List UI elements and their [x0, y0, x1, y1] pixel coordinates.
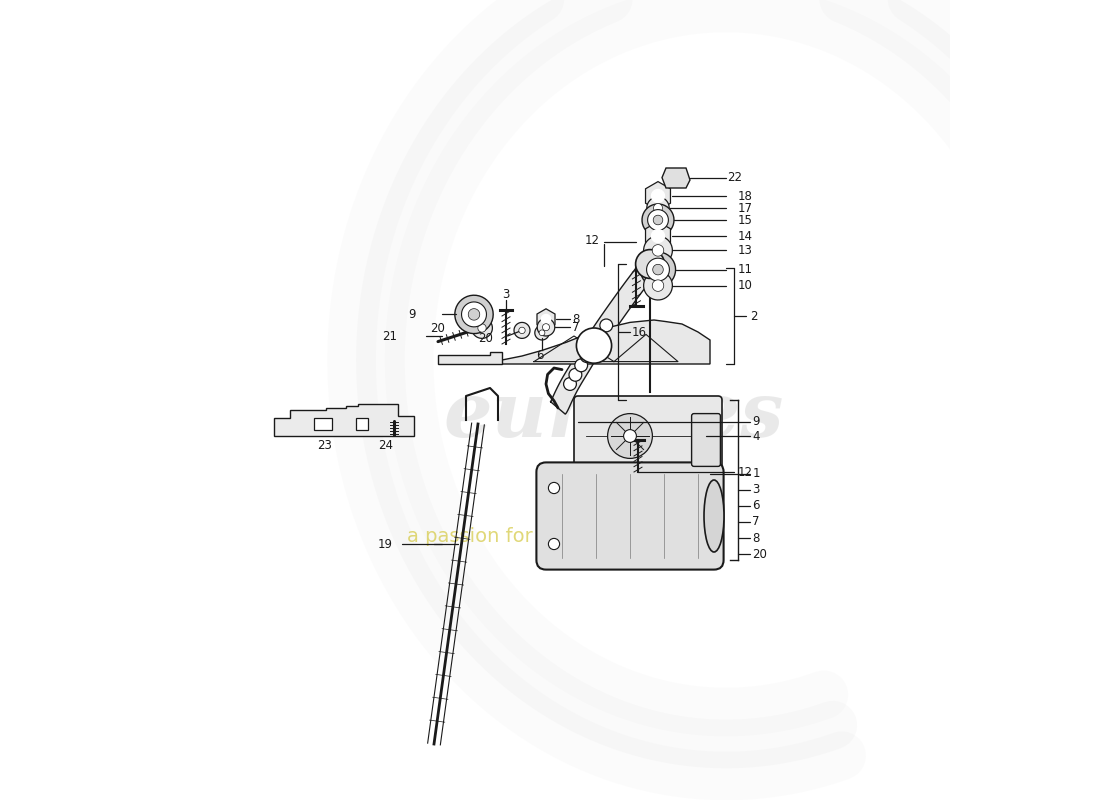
Text: 21: 21	[383, 330, 397, 342]
FancyBboxPatch shape	[574, 396, 722, 476]
Circle shape	[549, 538, 560, 550]
Text: 3: 3	[503, 288, 509, 301]
FancyBboxPatch shape	[537, 462, 724, 570]
Text: 20: 20	[752, 548, 768, 561]
Text: 22: 22	[727, 171, 742, 184]
Text: 9: 9	[409, 308, 416, 321]
FancyBboxPatch shape	[314, 418, 331, 430]
Polygon shape	[469, 309, 480, 320]
Polygon shape	[514, 322, 530, 338]
Text: 19: 19	[378, 538, 393, 550]
Text: 7: 7	[572, 321, 580, 334]
Polygon shape	[274, 404, 414, 436]
Circle shape	[624, 430, 637, 442]
Polygon shape	[455, 295, 493, 334]
Text: 12: 12	[738, 466, 754, 478]
Polygon shape	[438, 352, 502, 364]
Polygon shape	[647, 197, 669, 219]
Circle shape	[549, 482, 560, 494]
Text: 9: 9	[752, 415, 760, 428]
Polygon shape	[462, 302, 486, 327]
Text: 16: 16	[631, 326, 647, 338]
Text: 3: 3	[752, 483, 760, 496]
Polygon shape	[542, 324, 550, 330]
Polygon shape	[539, 330, 544, 336]
Text: 6: 6	[536, 350, 543, 362]
Text: 2: 2	[750, 310, 758, 322]
Polygon shape	[647, 258, 670, 281]
Polygon shape	[535, 326, 549, 340]
Polygon shape	[653, 203, 662, 213]
Circle shape	[581, 350, 593, 362]
Polygon shape	[651, 230, 664, 242]
Text: 8: 8	[752, 532, 760, 545]
Polygon shape	[541, 314, 551, 324]
Polygon shape	[537, 309, 556, 330]
Polygon shape	[490, 320, 710, 364]
FancyBboxPatch shape	[692, 414, 720, 466]
Polygon shape	[646, 222, 671, 250]
Text: 15: 15	[738, 214, 752, 226]
Polygon shape	[653, 215, 663, 225]
Polygon shape	[662, 168, 690, 188]
Text: 8: 8	[572, 313, 580, 326]
Text: 1: 1	[752, 467, 760, 480]
Polygon shape	[472, 318, 493, 338]
Circle shape	[636, 250, 664, 278]
Polygon shape	[640, 252, 675, 287]
Circle shape	[576, 328, 612, 363]
Polygon shape	[644, 271, 672, 300]
Text: 24: 24	[378, 439, 394, 452]
Ellipse shape	[704, 480, 724, 552]
Text: 12: 12	[584, 234, 600, 246]
Text: 14: 14	[738, 230, 754, 242]
Text: 7: 7	[752, 515, 760, 528]
Text: 17: 17	[738, 202, 754, 214]
Circle shape	[600, 319, 613, 332]
Text: 23: 23	[317, 439, 332, 452]
Text: 10: 10	[738, 279, 752, 292]
Circle shape	[607, 414, 652, 458]
Circle shape	[586, 340, 598, 353]
Circle shape	[592, 330, 605, 343]
Circle shape	[569, 369, 582, 382]
Polygon shape	[550, 259, 658, 414]
Polygon shape	[652, 264, 663, 275]
Text: a passion for cars since 1985: a passion for cars since 1985	[407, 526, 693, 546]
Text: 6: 6	[752, 499, 760, 512]
Text: europes: europes	[443, 379, 784, 453]
Polygon shape	[537, 318, 554, 336]
Polygon shape	[652, 280, 663, 291]
Polygon shape	[648, 210, 669, 230]
Text: 20: 20	[478, 332, 494, 345]
Text: 4: 4	[752, 430, 760, 442]
Polygon shape	[651, 190, 664, 202]
Polygon shape	[644, 236, 672, 265]
Polygon shape	[477, 324, 486, 332]
Polygon shape	[519, 327, 525, 334]
Polygon shape	[642, 204, 674, 236]
Text: 20: 20	[430, 322, 446, 334]
Text: 18: 18	[738, 190, 752, 202]
Polygon shape	[652, 245, 663, 256]
FancyBboxPatch shape	[356, 418, 369, 430]
Text: 13: 13	[738, 244, 752, 257]
Text: 11: 11	[738, 263, 754, 276]
Circle shape	[563, 378, 576, 390]
Circle shape	[575, 359, 587, 372]
Polygon shape	[646, 182, 671, 210]
